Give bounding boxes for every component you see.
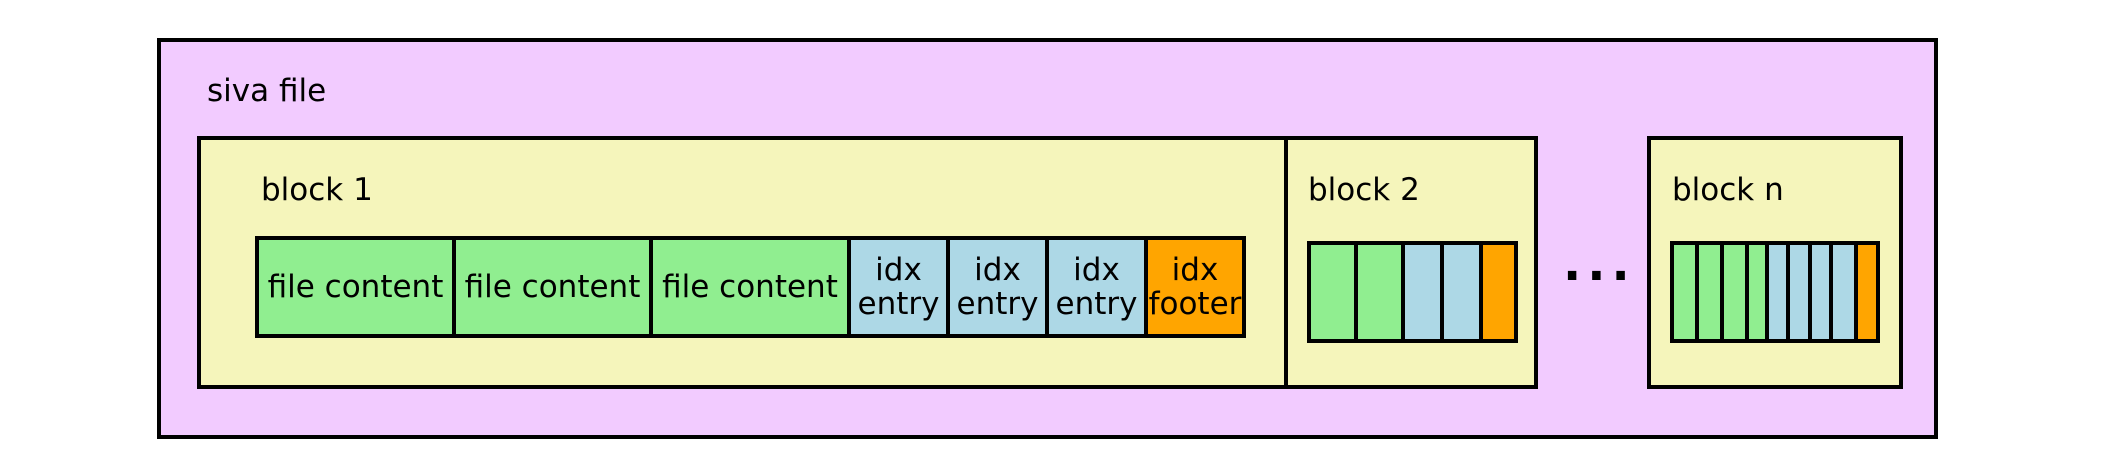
ellipsis: ... (1563, 236, 1636, 292)
block-2-entry-cell (1440, 241, 1483, 343)
idx-footer-line-2: footer (1148, 286, 1242, 322)
block-n-content-cell (1670, 241, 1699, 343)
block-1-label: block 1 (261, 172, 373, 208)
block-n-footer-cell (1854, 241, 1880, 343)
idx-footer-cell: idx footer (1144, 236, 1246, 338)
idx-entry-2-line-1: idx (974, 251, 1021, 288)
file-content-cell-3: file content (649, 236, 851, 338)
idx-entry-2-line-2: entry (956, 286, 1039, 322)
idx-entry-cell-2: idx entry (946, 236, 1049, 338)
idx-entry-cell-3: idx entry (1045, 236, 1148, 338)
block-2-label: block 2 (1308, 172, 1420, 208)
block-2-entry-cell (1401, 241, 1444, 343)
block-2-content-cell (1307, 241, 1358, 343)
file-content-cell-2: file content (452, 236, 653, 338)
block-2-footer-cell (1479, 241, 1518, 343)
file-content-cell-1: file content (255, 236, 456, 338)
file-content-text-2: file content (464, 268, 641, 305)
siva-file-label: siva file (207, 73, 327, 109)
block-2-content-cell (1354, 241, 1405, 343)
idx-entry-cell-1: idx entry (847, 236, 950, 338)
idx-entry-3-line-1: idx (1073, 251, 1120, 288)
block-n-label: block n (1672, 172, 1784, 208)
file-content-text-3: file content (662, 268, 838, 305)
idx-entry-3-line-2: entry (1055, 286, 1138, 322)
idx-entry-1-line-1: idx (875, 251, 922, 288)
file-content-text-1: file content (267, 268, 444, 305)
idx-footer-line-1: idx (1171, 251, 1219, 288)
idx-entry-1-line-2: entry (857, 286, 940, 322)
